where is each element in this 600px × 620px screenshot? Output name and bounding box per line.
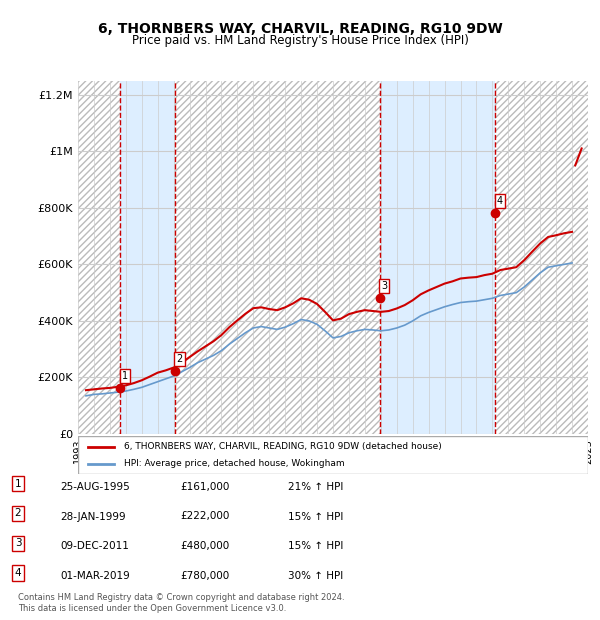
Text: 4: 4 (14, 568, 22, 578)
FancyBboxPatch shape (78, 436, 588, 474)
Text: 1: 1 (122, 371, 128, 381)
Text: 6, THORNBERS WAY, CHARVIL, READING, RG10 9DW: 6, THORNBERS WAY, CHARVIL, READING, RG10… (98, 22, 502, 36)
Text: 30% ↑ HPI: 30% ↑ HPI (288, 571, 343, 581)
Text: 1: 1 (14, 479, 22, 489)
Text: 3: 3 (382, 281, 388, 291)
Bar (495, 81, 588, 434)
Text: £480,000: £480,000 (180, 541, 229, 551)
Text: 6, THORNBERS WAY, CHARVIL, READING, RG10 9DW (detached house): 6, THORNBERS WAY, CHARVIL, READING, RG10… (124, 442, 442, 451)
Bar (78, 81, 120, 434)
Text: 25-AUG-1995: 25-AUG-1995 (60, 482, 130, 492)
Text: Contains HM Land Registry data © Crown copyright and database right 2024.
This d: Contains HM Land Registry data © Crown c… (18, 593, 344, 613)
Text: 28-JAN-1999: 28-JAN-1999 (60, 512, 125, 521)
Text: 2: 2 (14, 508, 22, 518)
Text: £222,000: £222,000 (180, 512, 229, 521)
Text: 15% ↑ HPI: 15% ↑ HPI (288, 541, 343, 551)
Text: £161,000: £161,000 (180, 482, 229, 492)
Text: 3: 3 (14, 538, 22, 548)
Text: £780,000: £780,000 (180, 571, 229, 581)
Text: 2: 2 (176, 354, 182, 364)
Text: 09-DEC-2011: 09-DEC-2011 (60, 541, 129, 551)
Bar (175, 81, 380, 434)
Bar (380, 81, 495, 434)
Text: Price paid vs. HM Land Registry's House Price Index (HPI): Price paid vs. HM Land Registry's House … (131, 34, 469, 47)
Text: 21% ↑ HPI: 21% ↑ HPI (288, 482, 343, 492)
Text: HPI: Average price, detached house, Wokingham: HPI: Average price, detached house, Woki… (124, 459, 344, 468)
Bar (120, 81, 175, 434)
Text: 01-MAR-2019: 01-MAR-2019 (60, 571, 130, 581)
Text: 4: 4 (497, 197, 503, 206)
Text: 15% ↑ HPI: 15% ↑ HPI (288, 512, 343, 521)
